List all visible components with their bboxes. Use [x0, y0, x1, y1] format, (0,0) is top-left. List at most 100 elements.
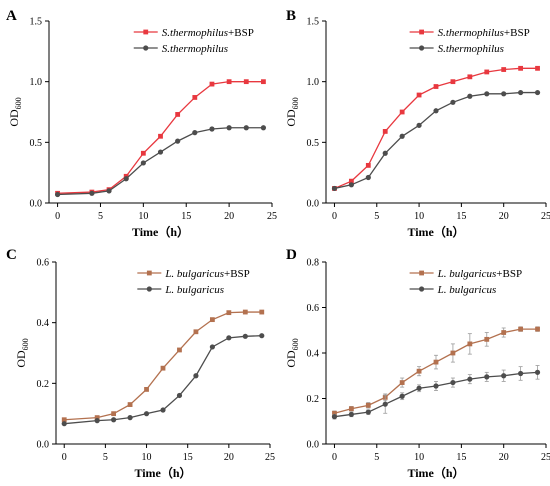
series-control: L. bulgaricus — [331, 284, 541, 420]
data-point — [260, 125, 267, 131]
legend-label-species: S.thermophilus — [438, 27, 504, 39]
data-point — [484, 336, 490, 342]
data-point — [467, 74, 473, 80]
legend-label: S.thermophilus+BSP — [162, 27, 254, 39]
x-axis-label: Time（h） — [134, 465, 191, 480]
data-point — [534, 89, 541, 96]
series-line — [64, 311, 262, 421]
series-line — [57, 127, 264, 196]
y-axis-label: OD600 — [284, 338, 300, 367]
legend-marker — [146, 270, 152, 276]
legend-label: S.thermophilus — [438, 43, 504, 55]
y-axis-label: OD600 — [7, 97, 23, 126]
chart-panel-b: B 0 5 10 15 20 25 0.0 0.5 1.0 1.5 Time（h） OD600 S.the… — [284, 8, 550, 239]
legend-label: L. bulgaricus+BSP — [437, 268, 522, 280]
series-line — [334, 371, 538, 418]
data-point — [382, 129, 388, 134]
data-point — [416, 122, 422, 128]
y-tick-label: 1.5 — [307, 17, 320, 28]
data-point — [365, 174, 371, 181]
data-point — [94, 418, 100, 424]
chart-panel-a: A 0 5 10 15 20 25 0.0 0.5 1.0 1.5 Time（h） OD600 S.the… — [6, 8, 277, 239]
y-axis-label-subscript: 600 — [291, 97, 300, 109]
y-tick-label: 0.2 — [307, 394, 320, 405]
data-point — [226, 125, 232, 131]
data-point — [331, 185, 338, 192]
data-point — [242, 333, 248, 339]
data-point — [534, 369, 541, 375]
x-tick-label: 5 — [98, 211, 103, 222]
data-point — [160, 365, 166, 371]
data-point — [331, 414, 338, 420]
data-point — [177, 347, 182, 353]
data-point — [209, 317, 215, 323]
data-point — [399, 380, 405, 385]
x-tick-label: 10 — [414, 211, 424, 222]
data-point — [332, 410, 337, 416]
data-point — [518, 370, 524, 377]
data-point — [535, 326, 540, 332]
data-point — [450, 379, 456, 386]
y-tick-label: 1.0 — [30, 77, 43, 88]
data-point — [193, 373, 199, 379]
data-point — [143, 411, 150, 417]
data-point — [484, 69, 490, 75]
legend-label-species: S.thermophilus — [162, 27, 228, 39]
legend-marker — [419, 45, 425, 51]
data-point — [158, 133, 163, 139]
x-tick-label: 5 — [374, 211, 379, 222]
data-point — [54, 191, 61, 198]
data-point — [348, 406, 354, 412]
legend-marker — [419, 286, 425, 292]
data-point — [106, 188, 112, 194]
y-axis-label-subscript: 600 — [21, 338, 30, 350]
data-point — [467, 93, 473, 99]
data-point — [416, 92, 422, 98]
data-point — [123, 176, 129, 182]
y-axis-label-main: OD — [14, 350, 28, 368]
data-point — [518, 89, 524, 96]
data-point — [175, 138, 181, 144]
y-axis-label-main: OD — [284, 109, 298, 127]
data-point — [111, 417, 117, 423]
data-point — [399, 393, 405, 399]
data-point — [226, 310, 232, 316]
y-tick-label: 0.8 — [307, 258, 320, 269]
x-tick-label: 0 — [332, 452, 337, 463]
data-point — [450, 350, 456, 356]
y-tick-label: 0.0 — [37, 440, 50, 451]
x-tick-label: 15 — [456, 452, 466, 463]
data-point — [242, 309, 248, 315]
data-point — [209, 344, 215, 350]
legend-label-suffix: +BSP — [496, 268, 522, 280]
series-control: S.thermophilus — [331, 43, 541, 192]
data-point — [209, 126, 215, 132]
data-point — [259, 309, 265, 315]
data-point — [365, 409, 371, 415]
legend-label: S.thermophilus — [162, 43, 228, 55]
data-point — [175, 112, 181, 117]
legend-label-suffix: +BSP — [224, 268, 250, 280]
x-axis-label: Time（h） — [407, 465, 464, 480]
data-point — [535, 65, 540, 71]
data-point — [127, 415, 133, 421]
data-point — [259, 333, 265, 339]
data-point — [365, 162, 371, 168]
x-tick-label: 10 — [138, 211, 148, 222]
data-point — [226, 335, 232, 341]
data-point — [399, 133, 405, 139]
data-point — [416, 385, 422, 391]
x-axis-label: Time（h） — [407, 224, 464, 239]
y-tick-label: 0.5 — [307, 138, 320, 149]
x-tick-label: 20 — [224, 211, 234, 222]
y-axis-label-subscript: 600 — [14, 97, 23, 109]
x-tick-label: 25 — [541, 452, 550, 463]
data-point — [416, 368, 422, 374]
x-tick-label: 15 — [183, 452, 193, 463]
x-tick-label: 0 — [55, 211, 60, 222]
data-point — [399, 109, 405, 115]
x-tick-label: 25 — [267, 211, 277, 222]
chart-panel-d: D 0 5 10 15 20 25 0.0 0.2 0.4 0.6 0.8 Time（h） OD600 L.… — [284, 247, 550, 480]
y-tick-label: 0.6 — [37, 258, 50, 269]
data-point — [127, 402, 133, 407]
